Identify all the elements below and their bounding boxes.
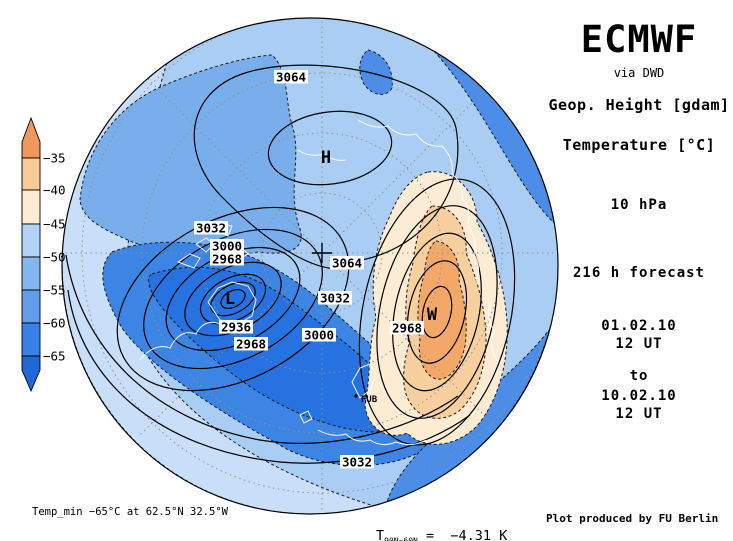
fub-dot xyxy=(354,394,358,398)
field-temp-label: Temperature [°C] xyxy=(562,136,716,154)
colorbar-tick-label: −65 xyxy=(43,349,66,364)
colorbar-arrow-top xyxy=(21,116,41,159)
marker-w: W xyxy=(427,305,438,325)
colorbar-tick-label: −50 xyxy=(43,250,66,265)
colorbar-segment xyxy=(21,223,41,258)
contour-label-box xyxy=(330,256,364,270)
contour-label: 3064 xyxy=(276,70,306,85)
meridian-line xyxy=(139,259,316,436)
temperature-colorbar xyxy=(21,116,41,393)
contour-label: 3032 xyxy=(320,291,350,306)
data-source-label: via DWD xyxy=(613,66,665,80)
contour-label: 3032 xyxy=(342,455,372,470)
meridian-line xyxy=(328,70,505,247)
height-contours xyxy=(65,64,516,464)
pole-cross-icon xyxy=(312,243,332,263)
to-word: to xyxy=(629,368,649,384)
contour-label: 3032 xyxy=(196,221,226,236)
contour-label-box xyxy=(274,70,308,84)
start-date: 01.02.10 xyxy=(601,318,677,334)
contour-label: 2968 xyxy=(392,321,422,336)
temp-min-line: Temp_min −65°C at 62.5°N 32.5°W xyxy=(32,506,228,519)
polar-map xyxy=(62,18,558,514)
marker-fub: FUB xyxy=(361,395,378,405)
contour-label-box xyxy=(318,291,352,305)
contour-label-box xyxy=(210,239,244,253)
forecast-lead: 216 h forecast xyxy=(572,265,705,281)
temp-fill-nw-blob xyxy=(79,54,302,257)
contour-label-box xyxy=(194,221,228,235)
contour-label: 3000 xyxy=(212,239,242,254)
colorbar-segment xyxy=(21,322,41,357)
colorbar-segment xyxy=(21,256,41,291)
contour-label-box xyxy=(234,337,268,351)
pressure-level: 10 hPa xyxy=(610,197,668,213)
contour-label: 3064 xyxy=(332,256,362,271)
colorbar-segment xyxy=(21,289,41,324)
meridian-line xyxy=(328,259,505,436)
contour-label: 2968 xyxy=(212,252,242,267)
start-time: 12 UT xyxy=(615,336,663,352)
meridian-line xyxy=(139,70,316,247)
polar-temp-metric: T90N−60N = −4.31 K xyxy=(376,528,508,541)
contour-label-box xyxy=(219,320,253,334)
contour-label: 2968 xyxy=(236,337,266,352)
colorbar-tick-labels: −35 −40 −45 −50 −55 −60 −65 xyxy=(43,151,66,364)
colorbar-tick-label: −40 xyxy=(43,183,66,198)
credit-line: Plot produced by FU Berlin xyxy=(546,512,719,525)
colorbar-tick-label: −35 xyxy=(43,151,66,166)
map-boundary xyxy=(61,17,559,515)
contour-label-box xyxy=(340,455,374,469)
page-title: ECMWF xyxy=(580,18,698,61)
colorbar-segment xyxy=(21,189,41,225)
contour-label: 3000 xyxy=(304,328,334,343)
field-height-label: Geop. Height [gdam] xyxy=(548,96,730,114)
extremes-block: Temp_min −65°C at 62.5°N 32.5°W Temp_max… xyxy=(32,480,266,541)
colorbar-tick-label: −55 xyxy=(43,283,66,298)
contour-label-box xyxy=(302,328,336,342)
contour-label: 2936 xyxy=(221,320,251,335)
temp-fill-top-patch xyxy=(359,49,393,95)
contour-label-box xyxy=(390,321,424,335)
colorbar-tick-label: −45 xyxy=(43,217,66,232)
colorbar-arrow-bottom xyxy=(21,355,41,393)
end-date: 10.02.10 xyxy=(601,388,677,404)
marker-l: L xyxy=(225,289,235,309)
marker-h: H xyxy=(321,148,331,168)
colorbar-tick-label: −60 xyxy=(43,316,66,331)
diagnostics-block: T90N−60N = −4.31 K u60N = 0.18 m/s xyxy=(376,491,507,541)
colorbar-segment xyxy=(21,157,41,191)
contour-label-box xyxy=(210,252,244,266)
end-time: 12 UT xyxy=(615,406,663,422)
